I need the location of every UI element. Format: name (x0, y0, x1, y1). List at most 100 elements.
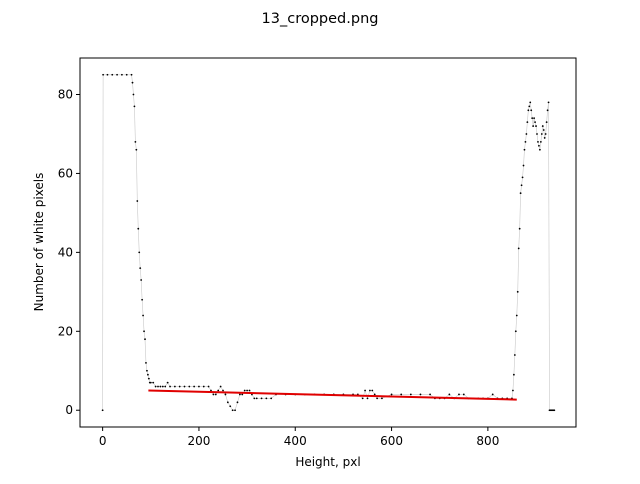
data-point (231, 409, 234, 412)
data-point (270, 397, 273, 400)
y-tick-label: 60 (58, 166, 73, 180)
data-point (141, 298, 144, 301)
data-point (138, 251, 141, 254)
data-point (169, 385, 171, 388)
data-point (547, 101, 550, 104)
data-point (260, 397, 263, 400)
data-point (366, 397, 369, 400)
data-point (246, 389, 249, 392)
data-point (376, 397, 379, 400)
data-point (135, 148, 138, 151)
data-point (361, 397, 364, 400)
data-point (207, 385, 210, 388)
data-point (371, 389, 374, 392)
data-point (524, 140, 527, 143)
data-point (535, 125, 537, 127)
data-point (193, 385, 196, 388)
data-point (159, 385, 162, 388)
data-point (390, 393, 393, 396)
data-point (512, 389, 514, 392)
data-point (543, 137, 546, 139)
data-point (448, 393, 451, 396)
data-point (538, 144, 540, 147)
y-tick-label: 40 (58, 245, 73, 259)
data-point (542, 129, 545, 131)
data-point (238, 393, 241, 396)
data-point (521, 176, 524, 179)
data-point (152, 381, 155, 384)
data-point (527, 109, 530, 112)
data-point (530, 109, 533, 112)
data-point (214, 393, 217, 396)
y-tick-label: 20 (58, 324, 73, 338)
data-point (458, 393, 460, 396)
x-tick-label: 600 (380, 434, 403, 448)
data-point (491, 393, 494, 396)
data-point (514, 330, 517, 333)
data-point (219, 385, 222, 388)
data-point (364, 389, 366, 392)
data-point (400, 393, 403, 396)
plot-area (101, 73, 556, 412)
x-tick-label: 0 (99, 434, 107, 448)
data-point (523, 148, 526, 151)
data-point (145, 361, 147, 364)
x-axis-label: Height, pxl (295, 455, 360, 469)
y-axis: 0 20 40 60 80 (58, 88, 80, 417)
data-point (255, 397, 258, 400)
data-point (531, 117, 534, 120)
data-point (229, 405, 232, 408)
data-point (125, 73, 128, 76)
data-point (533, 117, 535, 120)
data-point (529, 101, 532, 104)
data-point (130, 73, 133, 76)
data-point (253, 397, 256, 400)
data-point (373, 393, 376, 396)
data-point (137, 227, 140, 230)
data-point (518, 227, 521, 230)
data-point (520, 184, 523, 187)
data-point (202, 385, 205, 388)
data-point (234, 409, 236, 412)
data-point (101, 409, 104, 412)
data-point (157, 385, 159, 388)
data-point (212, 393, 215, 396)
data-point (132, 93, 135, 96)
data-point (528, 105, 531, 108)
data-point (222, 389, 224, 392)
data-point (142, 314, 144, 317)
data-point (381, 397, 383, 400)
series-connecting-line (102, 74, 555, 411)
data-point (147, 377, 150, 380)
data-point (526, 121, 529, 124)
data-point (178, 385, 181, 388)
data-point (534, 121, 536, 124)
data-point (224, 393, 227, 396)
data-point (188, 385, 191, 388)
data-point (144, 338, 146, 341)
data-point (462, 393, 465, 396)
data-point (133, 105, 136, 108)
data-point (147, 373, 149, 376)
data-point (517, 247, 520, 250)
data-point (131, 81, 134, 84)
data-point (429, 393, 431, 396)
data-point (164, 385, 167, 388)
x-tick-label: 800 (476, 434, 499, 448)
data-point (106, 73, 109, 76)
data-point (143, 330, 145, 333)
data-point (525, 133, 528, 135)
data-point (121, 73, 123, 76)
data-point (544, 133, 547, 135)
data-point (226, 401, 229, 404)
y-axis-label: Number of white pixels (32, 173, 46, 312)
data-point (540, 133, 543, 135)
data-point (161, 385, 164, 388)
data-point (522, 164, 525, 167)
data-point (154, 385, 157, 388)
data-point (136, 200, 139, 202)
data-point (512, 373, 515, 376)
data-point (541, 125, 544, 127)
